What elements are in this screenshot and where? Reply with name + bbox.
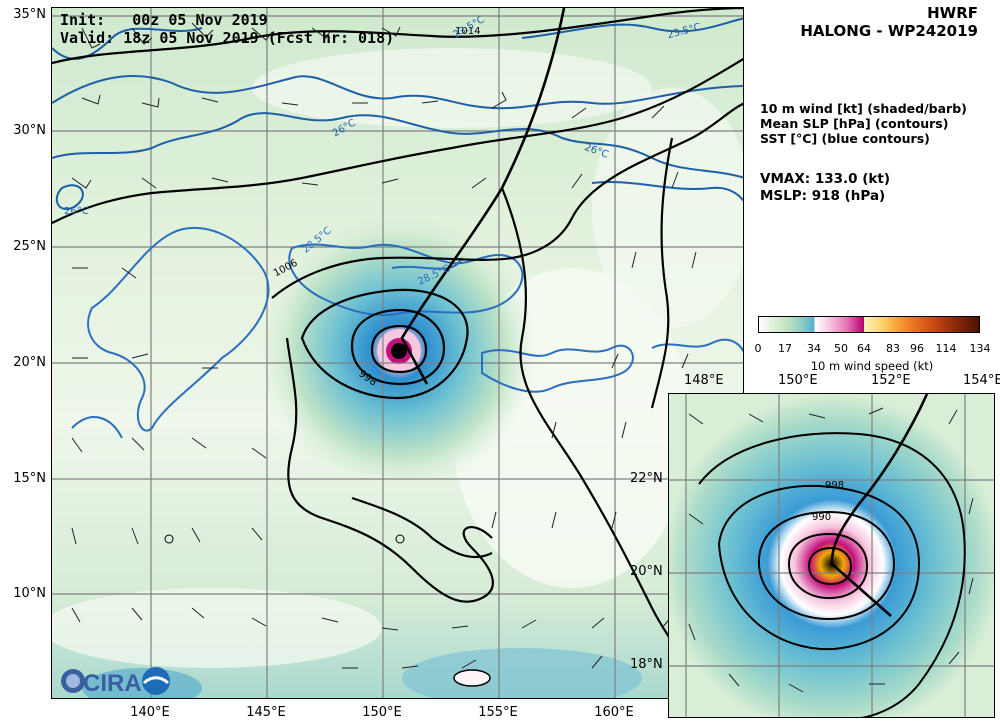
inset-lon-label: 148°E [684,373,724,388]
calm-wind-circle [164,534,174,544]
slp-label-1014: 1014 [455,26,481,37]
wind-colorbar [758,316,980,333]
mslp-value: MSLP: 918 (hPa) [760,188,886,204]
legend-slp: Mean SLP [hPa] (contours) [760,116,949,131]
lat-label: 10°N [13,586,46,601]
lon-label: 145°E [246,705,286,720]
colorbar-tick: 64 [857,342,871,355]
inset-map-canvas [669,394,994,717]
lat-label: 25°N [13,239,46,254]
colorbar-title: 10 m wind speed (kt) [810,359,934,373]
vmax-value: VMAX: 133.0 (kt) [760,171,891,187]
inset-map[interactable]: 998 990 [668,393,995,718]
init-value: 00z 05 Nov 2019 [132,11,268,29]
storm-track [400,8,566,385]
slp-contours [52,8,743,698]
inset-lon-label: 152°E [871,373,911,388]
colorbar-tick: 134 [969,342,991,355]
inset-slp-label-990: 990 [812,512,832,523]
main-map[interactable]: 1014 1006 998 23.5°C 23.5°C 26°C 26°C 26… [51,7,744,699]
valid-value: 18z 05 Nov 2019 (Fcst hr: 018) [123,29,395,47]
colorbar-tick: 50 [834,342,848,355]
lat-label: 35°N [13,7,46,22]
inset-lon-label: 154°E [963,373,1000,388]
graticule [52,8,743,698]
lat-label: 15°N [13,471,46,486]
colorbar-tick: 96 [910,342,924,355]
colorbar-tick: 17 [778,342,792,355]
inset-slp-label-998: 998 [825,480,845,491]
svg-text:CIRA: CIRA [83,670,142,697]
lat-label: 20°N [13,355,46,370]
sst-contours-warm [71,227,743,439]
inset-lat-label: 20°N [630,564,663,579]
calm-wind-circle [395,534,405,544]
inset-storm-track [830,394,929,617]
storm-name: HALONG - WP242019 [800,22,978,40]
init-line: Init: 00z 05 Nov 2019 [60,12,268,29]
lat-label: 30°N [13,123,46,138]
colorbar-tick: 114 [935,342,957,355]
storm-stats: VMAX: 133.0 (kt) MSLP: 918 (hPa) [760,171,890,205]
cira-logo: CIRA [59,664,171,698]
colorbar-tick: 83 [886,342,900,355]
lon-label: 155°E [478,705,518,720]
legend-wind: 10 m wind [kt] (shaded/barb) [760,101,967,116]
valid-line: Valid: 18z 05 Nov 2019 (Fcst hr: 018) [60,30,394,47]
lon-label: 150°E [362,705,402,720]
lon-label: 140°E [130,705,170,720]
model-name: HWRF [927,4,978,22]
inset-lat-label: 18°N [630,657,663,672]
cira-logo-icon: CIRA [61,667,170,697]
lon-label: 160°E [594,705,634,720]
wind-barbs [71,22,697,669]
init-label: Init: [60,11,106,29]
inset-lat-label: 22°N [630,471,663,486]
main-map-canvas [52,8,743,698]
valid-label: Valid: [60,29,115,47]
storm-title: HWRF HALONG - WP242019 [800,4,978,40]
sst-label-26: 26°C [64,206,89,217]
inset-lon-label: 150°E [778,373,818,388]
colorbar-tick: 0 [754,342,762,355]
legend-sst: SST [°C] (blue contours) [760,131,930,146]
field-legend: 10 m wind [kt] (shaded/barb) Mean SLP [h… [760,101,967,146]
colorbar-tick: 34 [807,342,821,355]
